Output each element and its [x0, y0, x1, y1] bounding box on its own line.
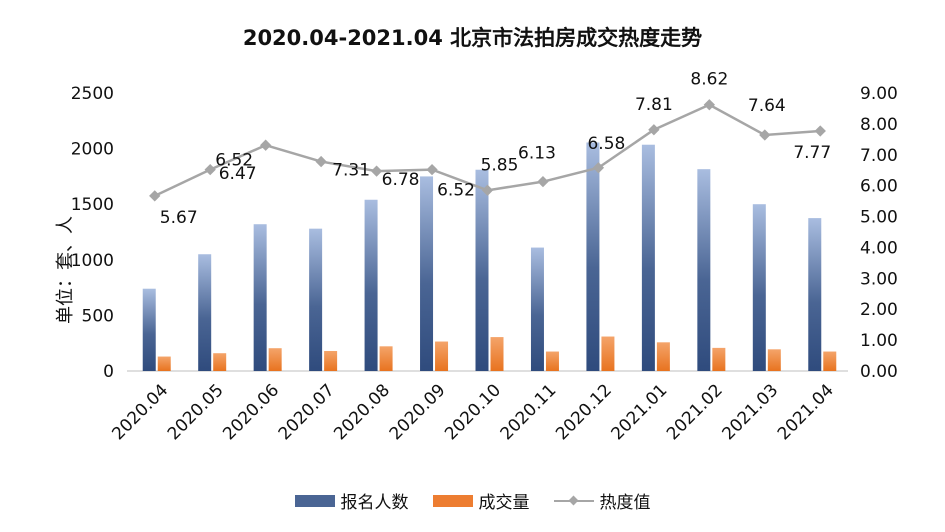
bar-deals [213, 353, 227, 371]
heat-data-label: 6.52 [215, 151, 253, 171]
heat-data-label: 5.67 [160, 208, 198, 228]
y-left-tick-label: 1000 [71, 251, 114, 271]
bar-applicants [697, 169, 711, 371]
y-left-tick-label: 500 [82, 306, 114, 326]
y-left-tick-label: 2000 [71, 140, 114, 160]
heat-point [315, 155, 327, 168]
heat-point [149, 190, 161, 202]
bar-applicants [309, 228, 323, 371]
x-tick-label: 2020.11 [497, 380, 561, 444]
heat-data-label: 7.77 [793, 143, 831, 163]
y-right-tick-label: 6.00 [860, 177, 898, 197]
heat-data-label: 7.81 [635, 95, 673, 115]
y-left-tick-label: 0 [103, 362, 114, 382]
heat-point [814, 125, 826, 137]
data-labels: 5.676.526.47 7.31 6.786.525.856.13 6.587.81… [160, 70, 831, 228]
y-right-tick-label: 8.00 [860, 115, 898, 135]
x-tick-label: 2020.04 [108, 380, 172, 444]
bar-applicants [198, 254, 212, 371]
heat-data-label: 5.85 [481, 155, 519, 175]
heat-data-label: 8.62 [690, 70, 728, 90]
y-left-tick-label: 1500 [71, 195, 114, 215]
legend-swatch-applicants [294, 494, 335, 507]
y-left-tick-label: 2500 [71, 84, 114, 104]
heat-data-label: 6.13 [518, 144, 556, 164]
heat-data-label: 6.52 [437, 181, 475, 201]
bar-applicants [752, 204, 766, 371]
heat-point [648, 124, 660, 136]
legend-swatch-heat [553, 495, 594, 507]
bar-applicants [530, 247, 544, 371]
heat-point [370, 165, 383, 177]
legend-swatch-deals [432, 494, 473, 507]
bar-deals [379, 346, 393, 371]
y-right-tick-label: 7.00 [860, 146, 898, 166]
bar-deals [656, 342, 670, 371]
legend-item-applicants: 报名人数 [294, 488, 409, 513]
x-tick-label: 2021.01 [608, 380, 672, 444]
y-right-tick-label: 2.00 [860, 300, 898, 320]
y-right-tick-label: 1.00 [860, 331, 898, 351]
legend-label-heat: 热度值 [599, 493, 651, 513]
heat-data-label: 6.58 [587, 134, 625, 154]
heat-point [481, 184, 494, 196]
y-right-tick-label: 9.00 [860, 84, 898, 104]
x-tick-label: 2021.02 [663, 380, 727, 444]
heat-point [703, 99, 716, 111]
heat-point [592, 162, 605, 174]
bar-applicants [142, 288, 156, 371]
bar-applicants [586, 142, 600, 371]
bars [142, 142, 837, 371]
x-tick-label: 2020.05 [164, 380, 228, 444]
heat-data-label: 7.31 [332, 161, 370, 181]
heat-data-label: 7.64 [748, 96, 786, 116]
bar-deals [601, 336, 615, 371]
y-right-tick-label: 0.00 [860, 362, 898, 382]
legend-label-deals: 成交量 [478, 493, 530, 513]
heat-data-label: 6.78 [382, 170, 420, 190]
heat-point [259, 139, 272, 151]
bar-deals [490, 337, 504, 371]
legend: 报名人数 成交量 热度值 [0, 488, 945, 513]
bar-applicants [641, 144, 655, 371]
heat-point [204, 163, 216, 176]
bar-deals [712, 347, 726, 371]
bar-deals [268, 348, 282, 371]
bar-deals [823, 351, 837, 371]
bar-deals [435, 341, 449, 371]
x-tick-label: 2020.12 [552, 380, 616, 444]
heat-point [426, 163, 438, 176]
x-tick-label: 2020.08 [330, 380, 394, 444]
x-tick-label: 2020.09 [386, 380, 450, 444]
y-right-tick-label: 5.00 [860, 208, 898, 228]
bar-applicants [253, 224, 267, 371]
legend-label-applicants: 报名人数 [340, 493, 409, 513]
legend-item-heat: 热度值 [553, 488, 651, 513]
y-right-tick-label: 4.00 [860, 238, 898, 258]
x-tick-label: 2021.04 [774, 380, 838, 444]
bar-applicants [364, 199, 378, 371]
legend-item-deals: 成交量 [432, 488, 530, 513]
bar-deals [767, 349, 781, 371]
x-tick-label: 2020.10 [441, 380, 505, 444]
bar-applicants [475, 169, 489, 371]
bar-applicants [420, 176, 434, 371]
bar-deals [545, 351, 559, 371]
x-tick-label: 2020.06 [219, 380, 283, 444]
x-tick-label: 2020.07 [275, 380, 339, 444]
heat-point [537, 175, 549, 188]
chart-title: 2020.04-2021.04 北京市法拍房成交热度走势 [242, 26, 703, 50]
heat-data-label: 6.47 [219, 164, 257, 184]
bar-deals [324, 350, 338, 371]
y-right-tick-label: 3.00 [860, 269, 898, 289]
heat-point [759, 129, 771, 141]
heat-line [149, 99, 826, 202]
x-tick-label: 2021.03 [718, 380, 782, 444]
bar-applicants [808, 218, 822, 371]
bar-deals [157, 356, 171, 371]
